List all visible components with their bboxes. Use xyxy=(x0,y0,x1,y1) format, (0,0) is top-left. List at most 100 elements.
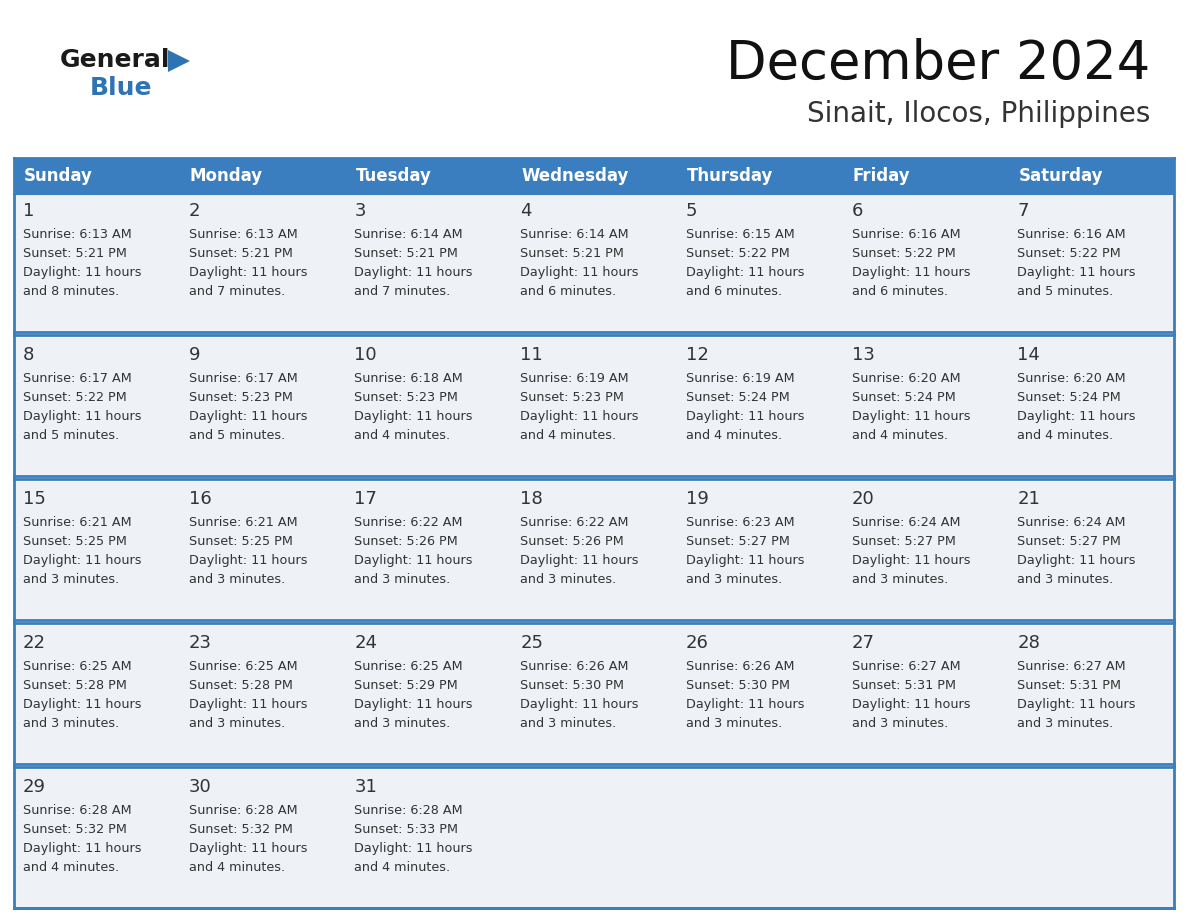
Text: Sunrise: 6:20 AM: Sunrise: 6:20 AM xyxy=(852,372,960,385)
Text: 28: 28 xyxy=(1017,634,1041,652)
Bar xyxy=(677,482,842,620)
Text: and 5 minutes.: and 5 minutes. xyxy=(1017,285,1113,298)
Text: Daylight: 11 hours: Daylight: 11 hours xyxy=(189,698,308,711)
Text: and 4 minutes.: and 4 minutes. xyxy=(1017,429,1113,442)
Text: Daylight: 11 hours: Daylight: 11 hours xyxy=(852,266,971,279)
Text: Sunset: 5:24 PM: Sunset: 5:24 PM xyxy=(852,391,955,404)
Text: Sunset: 5:26 PM: Sunset: 5:26 PM xyxy=(354,535,459,548)
Text: 24: 24 xyxy=(354,634,378,652)
Text: and 3 minutes.: and 3 minutes. xyxy=(520,573,617,586)
Text: Sunset: 5:24 PM: Sunset: 5:24 PM xyxy=(685,391,790,404)
Text: and 3 minutes.: and 3 minutes. xyxy=(189,717,285,730)
Text: December 2024: December 2024 xyxy=(726,38,1150,90)
Bar xyxy=(14,194,179,332)
Bar xyxy=(14,770,179,908)
Text: Sunset: 5:31 PM: Sunset: 5:31 PM xyxy=(852,679,955,692)
Text: Daylight: 11 hours: Daylight: 11 hours xyxy=(1017,410,1136,423)
Text: Daylight: 11 hours: Daylight: 11 hours xyxy=(189,554,308,567)
Bar xyxy=(842,194,1009,332)
Bar xyxy=(14,626,179,764)
Bar xyxy=(179,482,346,620)
Text: Sunrise: 6:28 AM: Sunrise: 6:28 AM xyxy=(354,804,463,817)
Text: Tuesday: Tuesday xyxy=(355,167,431,185)
Text: Sunrise: 6:25 AM: Sunrise: 6:25 AM xyxy=(354,660,463,673)
Text: Sunset: 5:29 PM: Sunset: 5:29 PM xyxy=(354,679,459,692)
Text: Sunrise: 6:15 AM: Sunrise: 6:15 AM xyxy=(685,228,795,241)
Text: and 4 minutes.: and 4 minutes. xyxy=(852,429,948,442)
Text: and 4 minutes.: and 4 minutes. xyxy=(354,429,450,442)
Bar xyxy=(346,770,511,908)
Text: Sunset: 5:27 PM: Sunset: 5:27 PM xyxy=(685,535,790,548)
Text: and 6 minutes.: and 6 minutes. xyxy=(685,285,782,298)
Bar xyxy=(14,338,179,476)
Text: Sunset: 5:28 PM: Sunset: 5:28 PM xyxy=(23,679,127,692)
Text: Daylight: 11 hours: Daylight: 11 hours xyxy=(520,698,639,711)
Text: and 7 minutes.: and 7 minutes. xyxy=(189,285,285,298)
Text: and 3 minutes.: and 3 minutes. xyxy=(520,717,617,730)
Text: Sunrise: 6:16 AM: Sunrise: 6:16 AM xyxy=(1017,228,1126,241)
Text: Daylight: 11 hours: Daylight: 11 hours xyxy=(685,554,804,567)
Text: Sunset: 5:21 PM: Sunset: 5:21 PM xyxy=(520,247,624,260)
Text: Daylight: 11 hours: Daylight: 11 hours xyxy=(354,698,473,711)
Text: and 3 minutes.: and 3 minutes. xyxy=(189,573,285,586)
Text: Sunrise: 6:19 AM: Sunrise: 6:19 AM xyxy=(685,372,795,385)
Text: and 3 minutes.: and 3 minutes. xyxy=(1017,717,1113,730)
Text: Sunrise: 6:26 AM: Sunrise: 6:26 AM xyxy=(685,660,795,673)
Text: Sunset: 5:33 PM: Sunset: 5:33 PM xyxy=(354,823,459,836)
Text: Daylight: 11 hours: Daylight: 11 hours xyxy=(23,698,141,711)
Text: 30: 30 xyxy=(189,778,211,796)
Text: 5: 5 xyxy=(685,202,697,220)
Text: 11: 11 xyxy=(520,346,543,364)
Text: 20: 20 xyxy=(852,490,874,508)
Text: and 5 minutes.: and 5 minutes. xyxy=(189,429,285,442)
Bar xyxy=(511,338,677,476)
Text: Sunrise: 6:28 AM: Sunrise: 6:28 AM xyxy=(189,804,297,817)
Text: Sunset: 5:24 PM: Sunset: 5:24 PM xyxy=(1017,391,1121,404)
Text: Sunrise: 6:16 AM: Sunrise: 6:16 AM xyxy=(852,228,960,241)
Text: Sunset: 5:21 PM: Sunset: 5:21 PM xyxy=(189,247,292,260)
Text: Sunrise: 6:14 AM: Sunrise: 6:14 AM xyxy=(520,228,628,241)
Text: Sunrise: 6:22 AM: Sunrise: 6:22 AM xyxy=(354,516,463,529)
Text: 31: 31 xyxy=(354,778,378,796)
Text: and 3 minutes.: and 3 minutes. xyxy=(685,717,782,730)
Text: Sunrise: 6:13 AM: Sunrise: 6:13 AM xyxy=(23,228,132,241)
Text: Sunrise: 6:26 AM: Sunrise: 6:26 AM xyxy=(520,660,628,673)
Text: Daylight: 11 hours: Daylight: 11 hours xyxy=(852,410,971,423)
Text: Monday: Monday xyxy=(190,167,263,185)
Text: Sunrise: 6:23 AM: Sunrise: 6:23 AM xyxy=(685,516,795,529)
Bar xyxy=(14,482,179,620)
Text: General: General xyxy=(61,48,171,72)
Text: Daylight: 11 hours: Daylight: 11 hours xyxy=(189,842,308,855)
Bar xyxy=(346,482,511,620)
Text: Daylight: 11 hours: Daylight: 11 hours xyxy=(354,410,473,423)
Text: Sunset: 5:32 PM: Sunset: 5:32 PM xyxy=(189,823,292,836)
Text: Friday: Friday xyxy=(853,167,910,185)
Text: Sunset: 5:23 PM: Sunset: 5:23 PM xyxy=(354,391,459,404)
Bar xyxy=(179,770,346,908)
Text: Daylight: 11 hours: Daylight: 11 hours xyxy=(520,266,639,279)
Text: Daylight: 11 hours: Daylight: 11 hours xyxy=(23,266,141,279)
Bar xyxy=(677,770,842,908)
Text: Daylight: 11 hours: Daylight: 11 hours xyxy=(520,410,639,423)
Text: Daylight: 11 hours: Daylight: 11 hours xyxy=(354,266,473,279)
Text: and 4 minutes.: and 4 minutes. xyxy=(520,429,617,442)
Text: 14: 14 xyxy=(1017,346,1041,364)
Bar xyxy=(346,194,511,332)
Bar xyxy=(179,626,346,764)
Text: Sunset: 5:32 PM: Sunset: 5:32 PM xyxy=(23,823,127,836)
Bar xyxy=(346,626,511,764)
Bar xyxy=(842,338,1009,476)
Text: Daylight: 11 hours: Daylight: 11 hours xyxy=(520,554,639,567)
Text: 27: 27 xyxy=(852,634,874,652)
Text: 12: 12 xyxy=(685,346,709,364)
Text: Sunset: 5:30 PM: Sunset: 5:30 PM xyxy=(685,679,790,692)
Text: and 3 minutes.: and 3 minutes. xyxy=(852,573,948,586)
Text: Sunrise: 6:22 AM: Sunrise: 6:22 AM xyxy=(520,516,628,529)
Text: and 4 minutes.: and 4 minutes. xyxy=(354,861,450,874)
Text: Sunrise: 6:24 AM: Sunrise: 6:24 AM xyxy=(852,516,960,529)
Text: 18: 18 xyxy=(520,490,543,508)
Text: and 3 minutes.: and 3 minutes. xyxy=(23,573,119,586)
Text: 8: 8 xyxy=(23,346,34,364)
Text: 10: 10 xyxy=(354,346,377,364)
Text: Daylight: 11 hours: Daylight: 11 hours xyxy=(852,698,971,711)
